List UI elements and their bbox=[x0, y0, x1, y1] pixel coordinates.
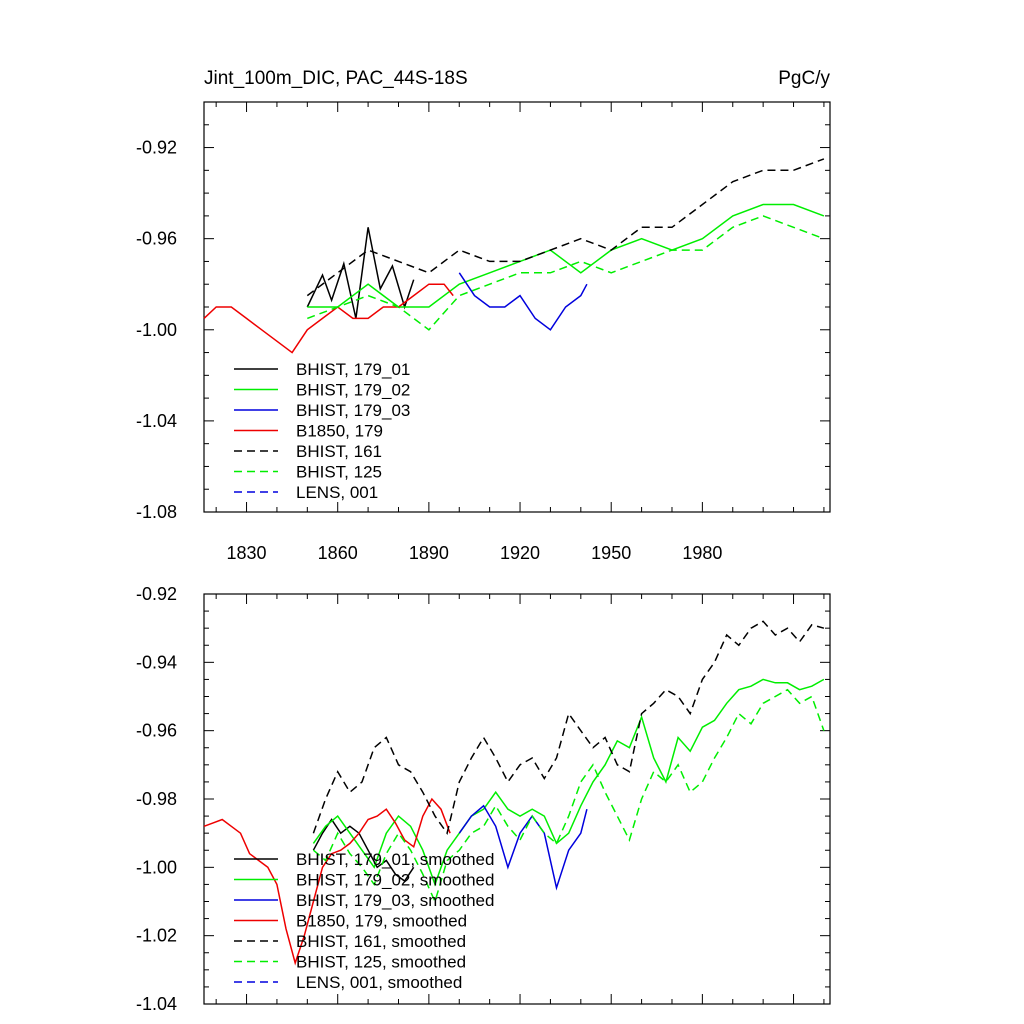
y-tick-label: -0.94 bbox=[136, 652, 177, 672]
series-line-4 bbox=[306, 158, 825, 297]
legend-label-6: LENS, 001 bbox=[296, 483, 378, 502]
series-line-4 bbox=[312, 620, 825, 835]
x-tick-label: 1890 bbox=[409, 543, 449, 563]
y-tick-label: -0.96 bbox=[136, 721, 177, 741]
top-ticks: -1.08 -1.04 -1.00 -0.96 -0.92 1830 1860 1890 192… bbox=[136, 101, 830, 563]
x-tick-label: 1830 bbox=[227, 543, 267, 563]
top-panel: Jint_100m_DIC, PAC_44S-18S PgC/y -1.08-1… bbox=[136, 68, 831, 563]
y-tick-label: -0.92 bbox=[136, 138, 177, 158]
series-line-0 bbox=[306, 227, 415, 319]
series-line-3 bbox=[203, 283, 454, 354]
legend-label-5: BHIST, 125 bbox=[296, 463, 382, 482]
bottom-series-group bbox=[203, 620, 825, 966]
series-line-3 bbox=[203, 797, 451, 966]
legend-label-6: LENS, 001, smoothed bbox=[296, 973, 462, 992]
legend-label-5: BHIST, 125, smoothed bbox=[296, 953, 466, 972]
legend-label-2: BHIST, 179_03 bbox=[296, 401, 410, 420]
legend-label-1: BHIST, 179_02, smoothed bbox=[296, 871, 494, 890]
series-line-5 bbox=[307, 215, 825, 331]
bottom-legend: BHIST, 179_01, smoothed BHIST, 179_02, sm… bbox=[234, 850, 494, 992]
x-tick-label: 1980 bbox=[682, 543, 722, 563]
legend-label-0: BHIST, 179_01 bbox=[296, 360, 410, 379]
y-tick-label: -1.04 bbox=[136, 994, 177, 1014]
series-line-1 bbox=[307, 203, 825, 308]
legend-label-1: BHIST, 179_02 bbox=[296, 381, 410, 400]
y-tick-label: -1.04 bbox=[136, 411, 177, 431]
top-series-group bbox=[203, 158, 825, 354]
series-line-2 bbox=[458, 804, 588, 891]
top-chart-units: PgC/y bbox=[778, 68, 830, 89]
x-tick-label: 1950 bbox=[591, 543, 631, 563]
series-line-2 bbox=[458, 272, 588, 331]
legend-label-4: BHIST, 161 bbox=[296, 442, 382, 461]
series-line-5 bbox=[312, 688, 825, 904]
y-tick-label: -1.00 bbox=[136, 320, 177, 340]
bottom-ticks: -1.04 -1.02 -1.00 -0.98 -0.96 -0.94 -0.92 bbox=[136, 584, 830, 1014]
x-tick-label: 1920 bbox=[500, 543, 540, 563]
legend-label-0: BHIST, 179_01, smoothed bbox=[296, 850, 494, 869]
y-tick-label: -1.08 bbox=[136, 502, 177, 522]
top-chart-title: Jint_100m_DIC, PAC_44S-18S bbox=[204, 68, 468, 89]
legend-label-2: BHIST, 179_03, smoothed bbox=[296, 891, 494, 910]
bottom-panel: -1.04 -1.02 -1.00 -0.98 -0.96 -0.94 -0.92 BHIS… bbox=[136, 584, 831, 1014]
legend-label-3: B1850, 179, smoothed bbox=[296, 912, 467, 931]
y-tick-label: -0.96 bbox=[136, 229, 177, 249]
legend-label-4: BHIST, 161, smoothed bbox=[296, 932, 466, 951]
y-tick-label: -1.02 bbox=[136, 926, 177, 946]
legend-label-3: B1850, 179 bbox=[296, 422, 383, 441]
y-tick-label: -0.92 bbox=[136, 584, 177, 604]
x-tick-label: 1860 bbox=[318, 543, 358, 563]
y-tick-label: -1.00 bbox=[136, 857, 177, 877]
series-line-1 bbox=[312, 678, 825, 887]
y-tick-label: -0.98 bbox=[136, 789, 177, 809]
